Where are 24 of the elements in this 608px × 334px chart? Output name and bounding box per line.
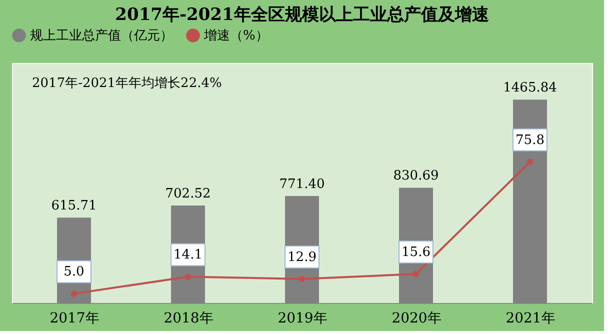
data-label: 12.9: [288, 250, 316, 265]
point: [298, 276, 306, 282]
legend-label: 规上工业总产值（亿元）: [30, 28, 173, 44]
text: 2017年-2021年年均增长22.4%: [32, 76, 222, 91]
point: [526, 158, 534, 165]
chart-title: 2017年-2021年全区规模以上工业总产值及增速: [115, 5, 489, 25]
x-tick-label: 2019年: [278, 310, 328, 326]
point: [70, 290, 78, 297]
x-tick-label: 2021年: [506, 310, 556, 326]
data-label: 75.8: [516, 132, 544, 148]
point: [184, 274, 192, 280]
point: [412, 270, 420, 278]
data-label: 702.52: [165, 186, 211, 202]
data-label: 14.1: [174, 248, 202, 263]
legend-label: 增速（%）: [203, 28, 268, 44]
data-label: 615.71: [51, 198, 97, 214]
x-tick-label: 2017年: [50, 310, 100, 326]
data-label: 15.6: [402, 244, 430, 260]
data-label: 1465.84: [503, 80, 557, 96]
data-label: 771.40: [279, 176, 325, 192]
data-label: 830.69: [393, 168, 439, 184]
x-tick-label: 2018年: [164, 310, 214, 326]
data-label: 5.0: [64, 264, 84, 280]
x-tick-label: 2020年: [392, 310, 442, 326]
